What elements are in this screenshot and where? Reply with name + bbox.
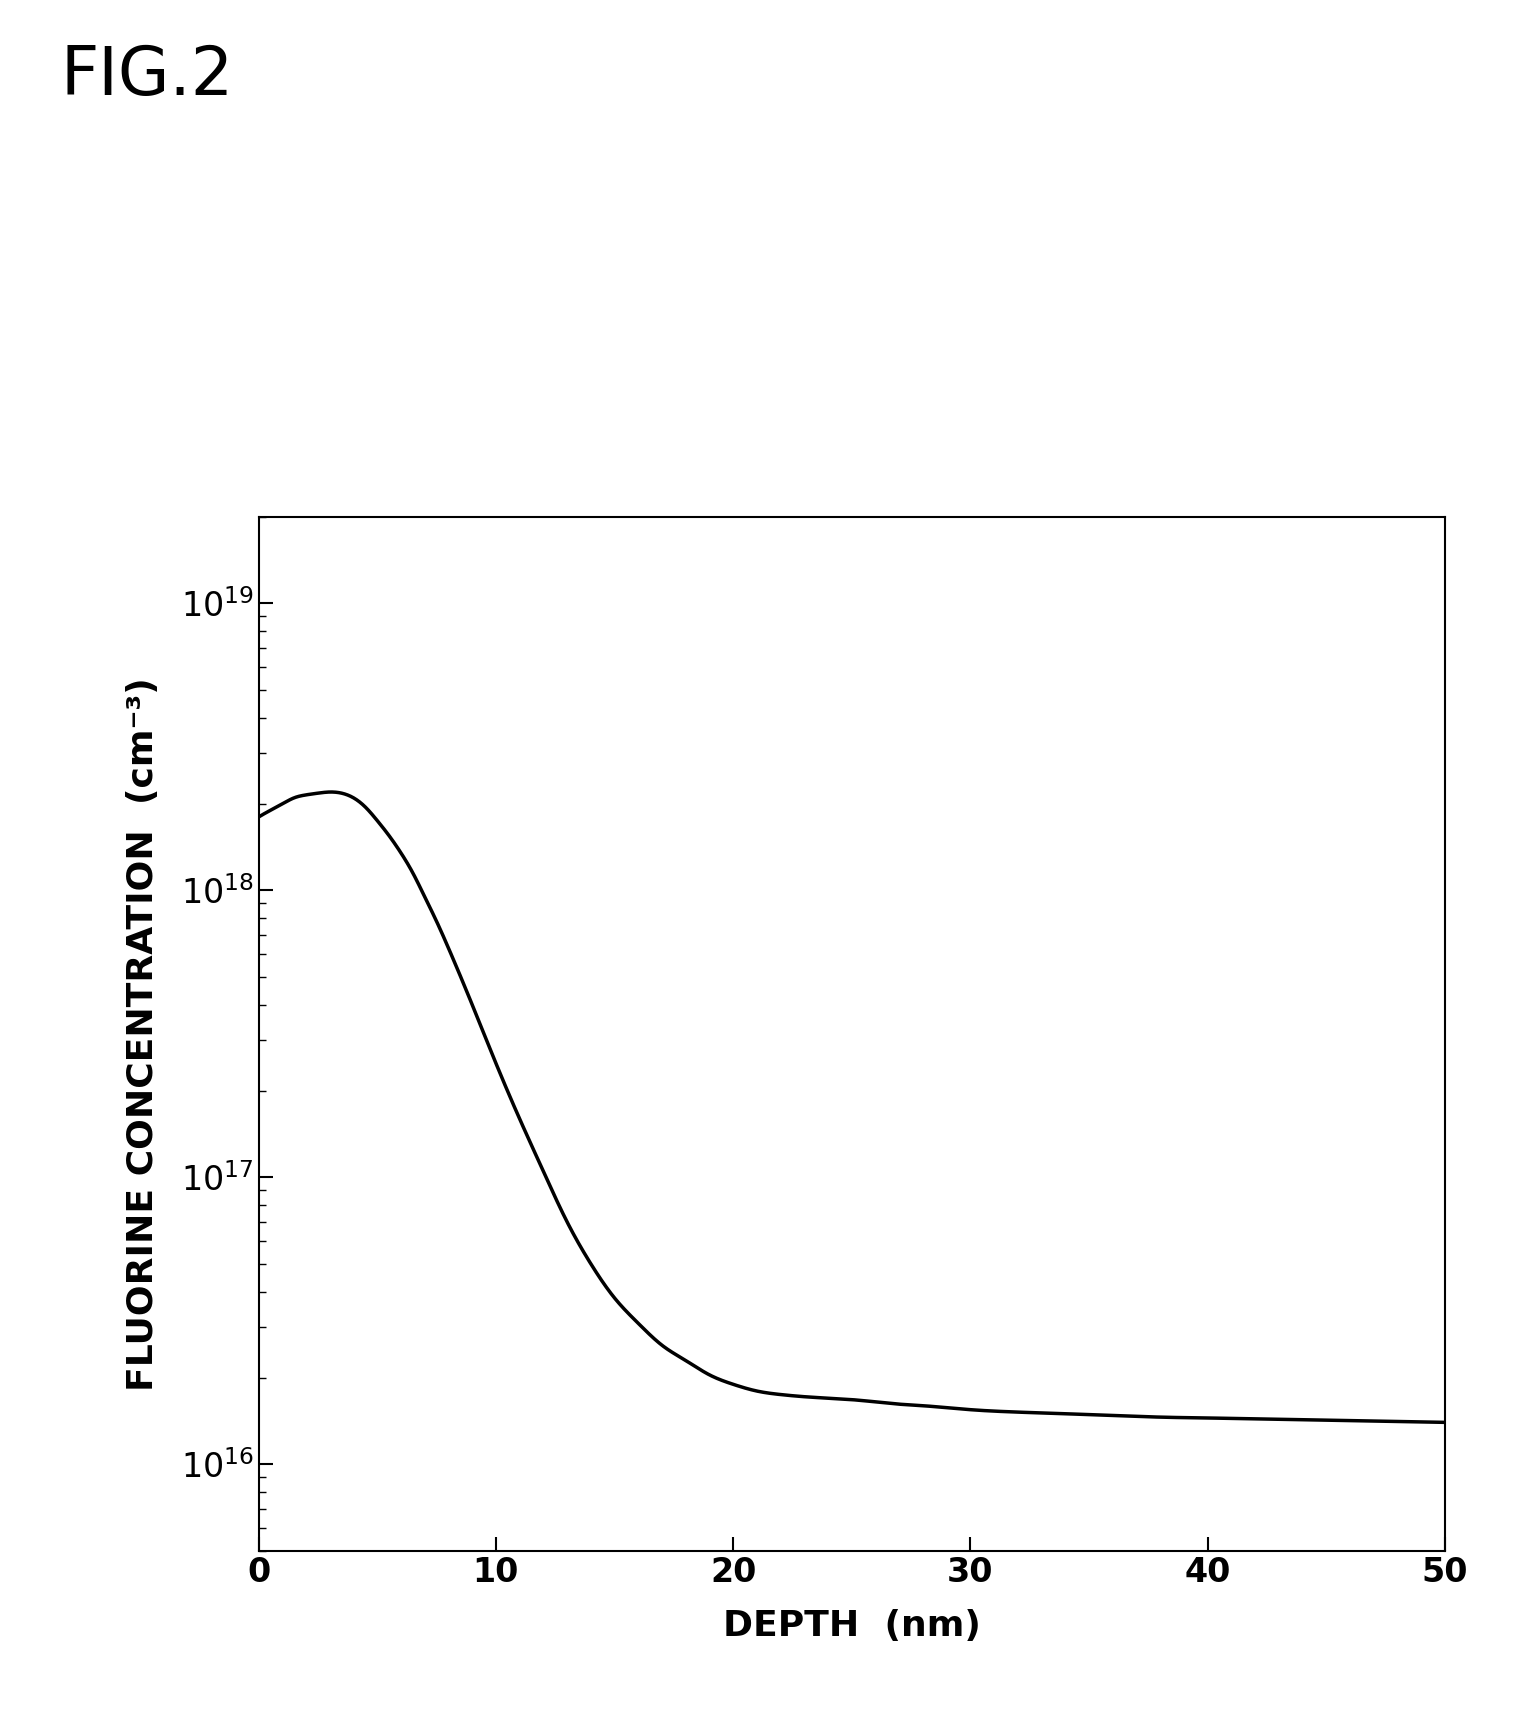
Y-axis label: FLUORINE CONCENTRATION  (cm⁻³): FLUORINE CONCENTRATION (cm⁻³) [126,677,160,1390]
Text: FIG.2: FIG.2 [61,43,234,109]
X-axis label: DEPTH  (nm): DEPTH (nm) [722,1609,981,1644]
